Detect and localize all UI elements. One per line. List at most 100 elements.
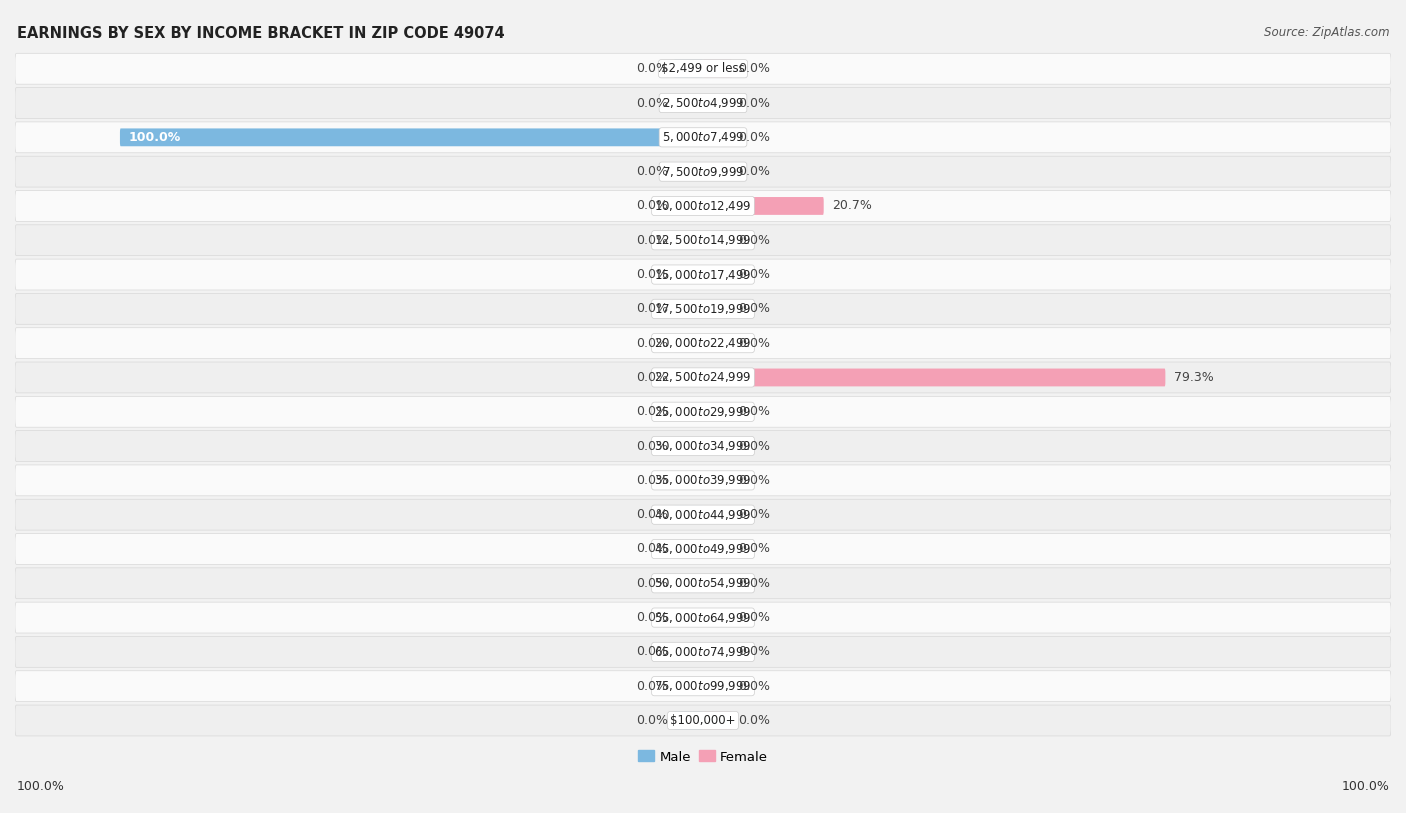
FancyBboxPatch shape bbox=[15, 396, 1391, 427]
FancyBboxPatch shape bbox=[673, 711, 703, 729]
FancyBboxPatch shape bbox=[703, 232, 733, 249]
Text: $7,500 to $9,999: $7,500 to $9,999 bbox=[662, 165, 744, 179]
Text: 0.0%: 0.0% bbox=[738, 337, 770, 350]
Text: $50,000 to $54,999: $50,000 to $54,999 bbox=[654, 576, 752, 590]
Text: 0.0%: 0.0% bbox=[738, 268, 770, 281]
FancyBboxPatch shape bbox=[15, 465, 1391, 496]
Text: 0.0%: 0.0% bbox=[636, 611, 668, 624]
Text: $25,000 to $29,999: $25,000 to $29,999 bbox=[654, 405, 752, 419]
Text: 0.0%: 0.0% bbox=[636, 199, 668, 212]
Text: 100.0%: 100.0% bbox=[1341, 780, 1389, 793]
Text: 0.0%: 0.0% bbox=[738, 474, 770, 487]
FancyBboxPatch shape bbox=[15, 533, 1391, 564]
Text: $40,000 to $44,999: $40,000 to $44,999 bbox=[654, 507, 752, 522]
FancyBboxPatch shape bbox=[673, 403, 703, 420]
FancyBboxPatch shape bbox=[703, 472, 733, 489]
FancyBboxPatch shape bbox=[15, 671, 1391, 702]
Text: 79.3%: 79.3% bbox=[1174, 371, 1213, 384]
Text: 0.0%: 0.0% bbox=[636, 97, 668, 110]
Text: 0.0%: 0.0% bbox=[738, 234, 770, 247]
FancyBboxPatch shape bbox=[703, 711, 733, 729]
Text: 0.0%: 0.0% bbox=[636, 371, 668, 384]
Legend: Male, Female: Male, Female bbox=[633, 746, 773, 769]
Text: 100.0%: 100.0% bbox=[17, 780, 65, 793]
Text: $55,000 to $64,999: $55,000 to $64,999 bbox=[654, 611, 752, 624]
Text: $5,000 to $7,499: $5,000 to $7,499 bbox=[662, 130, 744, 145]
Text: 100.0%: 100.0% bbox=[129, 131, 181, 144]
FancyBboxPatch shape bbox=[120, 128, 703, 146]
Text: 0.0%: 0.0% bbox=[636, 680, 668, 693]
FancyBboxPatch shape bbox=[703, 94, 733, 112]
FancyBboxPatch shape bbox=[703, 60, 733, 78]
Text: 0.0%: 0.0% bbox=[636, 63, 668, 76]
Text: EARNINGS BY SEX BY INCOME BRACKET IN ZIP CODE 49074: EARNINGS BY SEX BY INCOME BRACKET IN ZIP… bbox=[17, 26, 505, 41]
Text: $15,000 to $17,499: $15,000 to $17,499 bbox=[654, 267, 752, 281]
Text: Source: ZipAtlas.com: Source: ZipAtlas.com bbox=[1264, 26, 1389, 39]
Text: 0.0%: 0.0% bbox=[636, 268, 668, 281]
Text: 0.0%: 0.0% bbox=[738, 576, 770, 589]
FancyBboxPatch shape bbox=[673, 368, 703, 386]
FancyBboxPatch shape bbox=[673, 677, 703, 695]
FancyBboxPatch shape bbox=[673, 300, 703, 318]
Text: 20.7%: 20.7% bbox=[832, 199, 872, 212]
FancyBboxPatch shape bbox=[703, 643, 733, 661]
Text: 0.0%: 0.0% bbox=[738, 63, 770, 76]
Text: 0.0%: 0.0% bbox=[738, 646, 770, 659]
FancyBboxPatch shape bbox=[703, 506, 733, 524]
FancyBboxPatch shape bbox=[15, 362, 1391, 393]
Text: 0.0%: 0.0% bbox=[738, 440, 770, 453]
Text: $35,000 to $39,999: $35,000 to $39,999 bbox=[654, 473, 752, 487]
Text: 0.0%: 0.0% bbox=[636, 302, 668, 315]
FancyBboxPatch shape bbox=[703, 609, 733, 627]
FancyBboxPatch shape bbox=[703, 266, 733, 284]
FancyBboxPatch shape bbox=[673, 163, 703, 180]
FancyBboxPatch shape bbox=[703, 197, 824, 215]
FancyBboxPatch shape bbox=[673, 437, 703, 455]
Text: $75,000 to $99,999: $75,000 to $99,999 bbox=[654, 679, 752, 693]
FancyBboxPatch shape bbox=[15, 122, 1391, 153]
Text: 0.0%: 0.0% bbox=[738, 680, 770, 693]
Text: 0.0%: 0.0% bbox=[738, 611, 770, 624]
Text: 0.0%: 0.0% bbox=[636, 646, 668, 659]
Text: 0.0%: 0.0% bbox=[636, 440, 668, 453]
Text: $17,500 to $19,999: $17,500 to $19,999 bbox=[654, 302, 752, 316]
Text: 0.0%: 0.0% bbox=[738, 714, 770, 727]
Text: 0.0%: 0.0% bbox=[636, 576, 668, 589]
FancyBboxPatch shape bbox=[15, 567, 1391, 598]
Text: $20,000 to $22,499: $20,000 to $22,499 bbox=[654, 336, 752, 350]
Text: 0.0%: 0.0% bbox=[636, 405, 668, 418]
FancyBboxPatch shape bbox=[673, 94, 703, 112]
FancyBboxPatch shape bbox=[15, 637, 1391, 667]
FancyBboxPatch shape bbox=[15, 499, 1391, 530]
Text: 0.0%: 0.0% bbox=[738, 302, 770, 315]
FancyBboxPatch shape bbox=[703, 163, 733, 180]
Text: 0.0%: 0.0% bbox=[636, 508, 668, 521]
FancyBboxPatch shape bbox=[703, 677, 733, 695]
FancyBboxPatch shape bbox=[15, 328, 1391, 359]
Text: 0.0%: 0.0% bbox=[636, 714, 668, 727]
Text: 0.0%: 0.0% bbox=[738, 97, 770, 110]
FancyBboxPatch shape bbox=[15, 431, 1391, 462]
Text: $22,500 to $24,999: $22,500 to $24,999 bbox=[654, 371, 752, 385]
FancyBboxPatch shape bbox=[15, 705, 1391, 736]
FancyBboxPatch shape bbox=[15, 88, 1391, 119]
FancyBboxPatch shape bbox=[15, 602, 1391, 633]
Text: $12,500 to $14,999: $12,500 to $14,999 bbox=[654, 233, 752, 247]
FancyBboxPatch shape bbox=[15, 259, 1391, 290]
Text: $2,500 to $4,999: $2,500 to $4,999 bbox=[662, 96, 744, 110]
FancyBboxPatch shape bbox=[15, 225, 1391, 255]
Text: $65,000 to $74,999: $65,000 to $74,999 bbox=[654, 645, 752, 659]
FancyBboxPatch shape bbox=[673, 472, 703, 489]
Text: 0.0%: 0.0% bbox=[636, 337, 668, 350]
FancyBboxPatch shape bbox=[673, 574, 703, 592]
Text: 0.0%: 0.0% bbox=[738, 508, 770, 521]
Text: 0.0%: 0.0% bbox=[738, 542, 770, 555]
Text: $100,000+: $100,000+ bbox=[671, 714, 735, 727]
FancyBboxPatch shape bbox=[673, 334, 703, 352]
FancyBboxPatch shape bbox=[703, 403, 733, 420]
FancyBboxPatch shape bbox=[15, 54, 1391, 85]
Text: 0.0%: 0.0% bbox=[738, 165, 770, 178]
Text: 0.0%: 0.0% bbox=[636, 474, 668, 487]
FancyBboxPatch shape bbox=[703, 437, 733, 455]
FancyBboxPatch shape bbox=[673, 197, 703, 215]
